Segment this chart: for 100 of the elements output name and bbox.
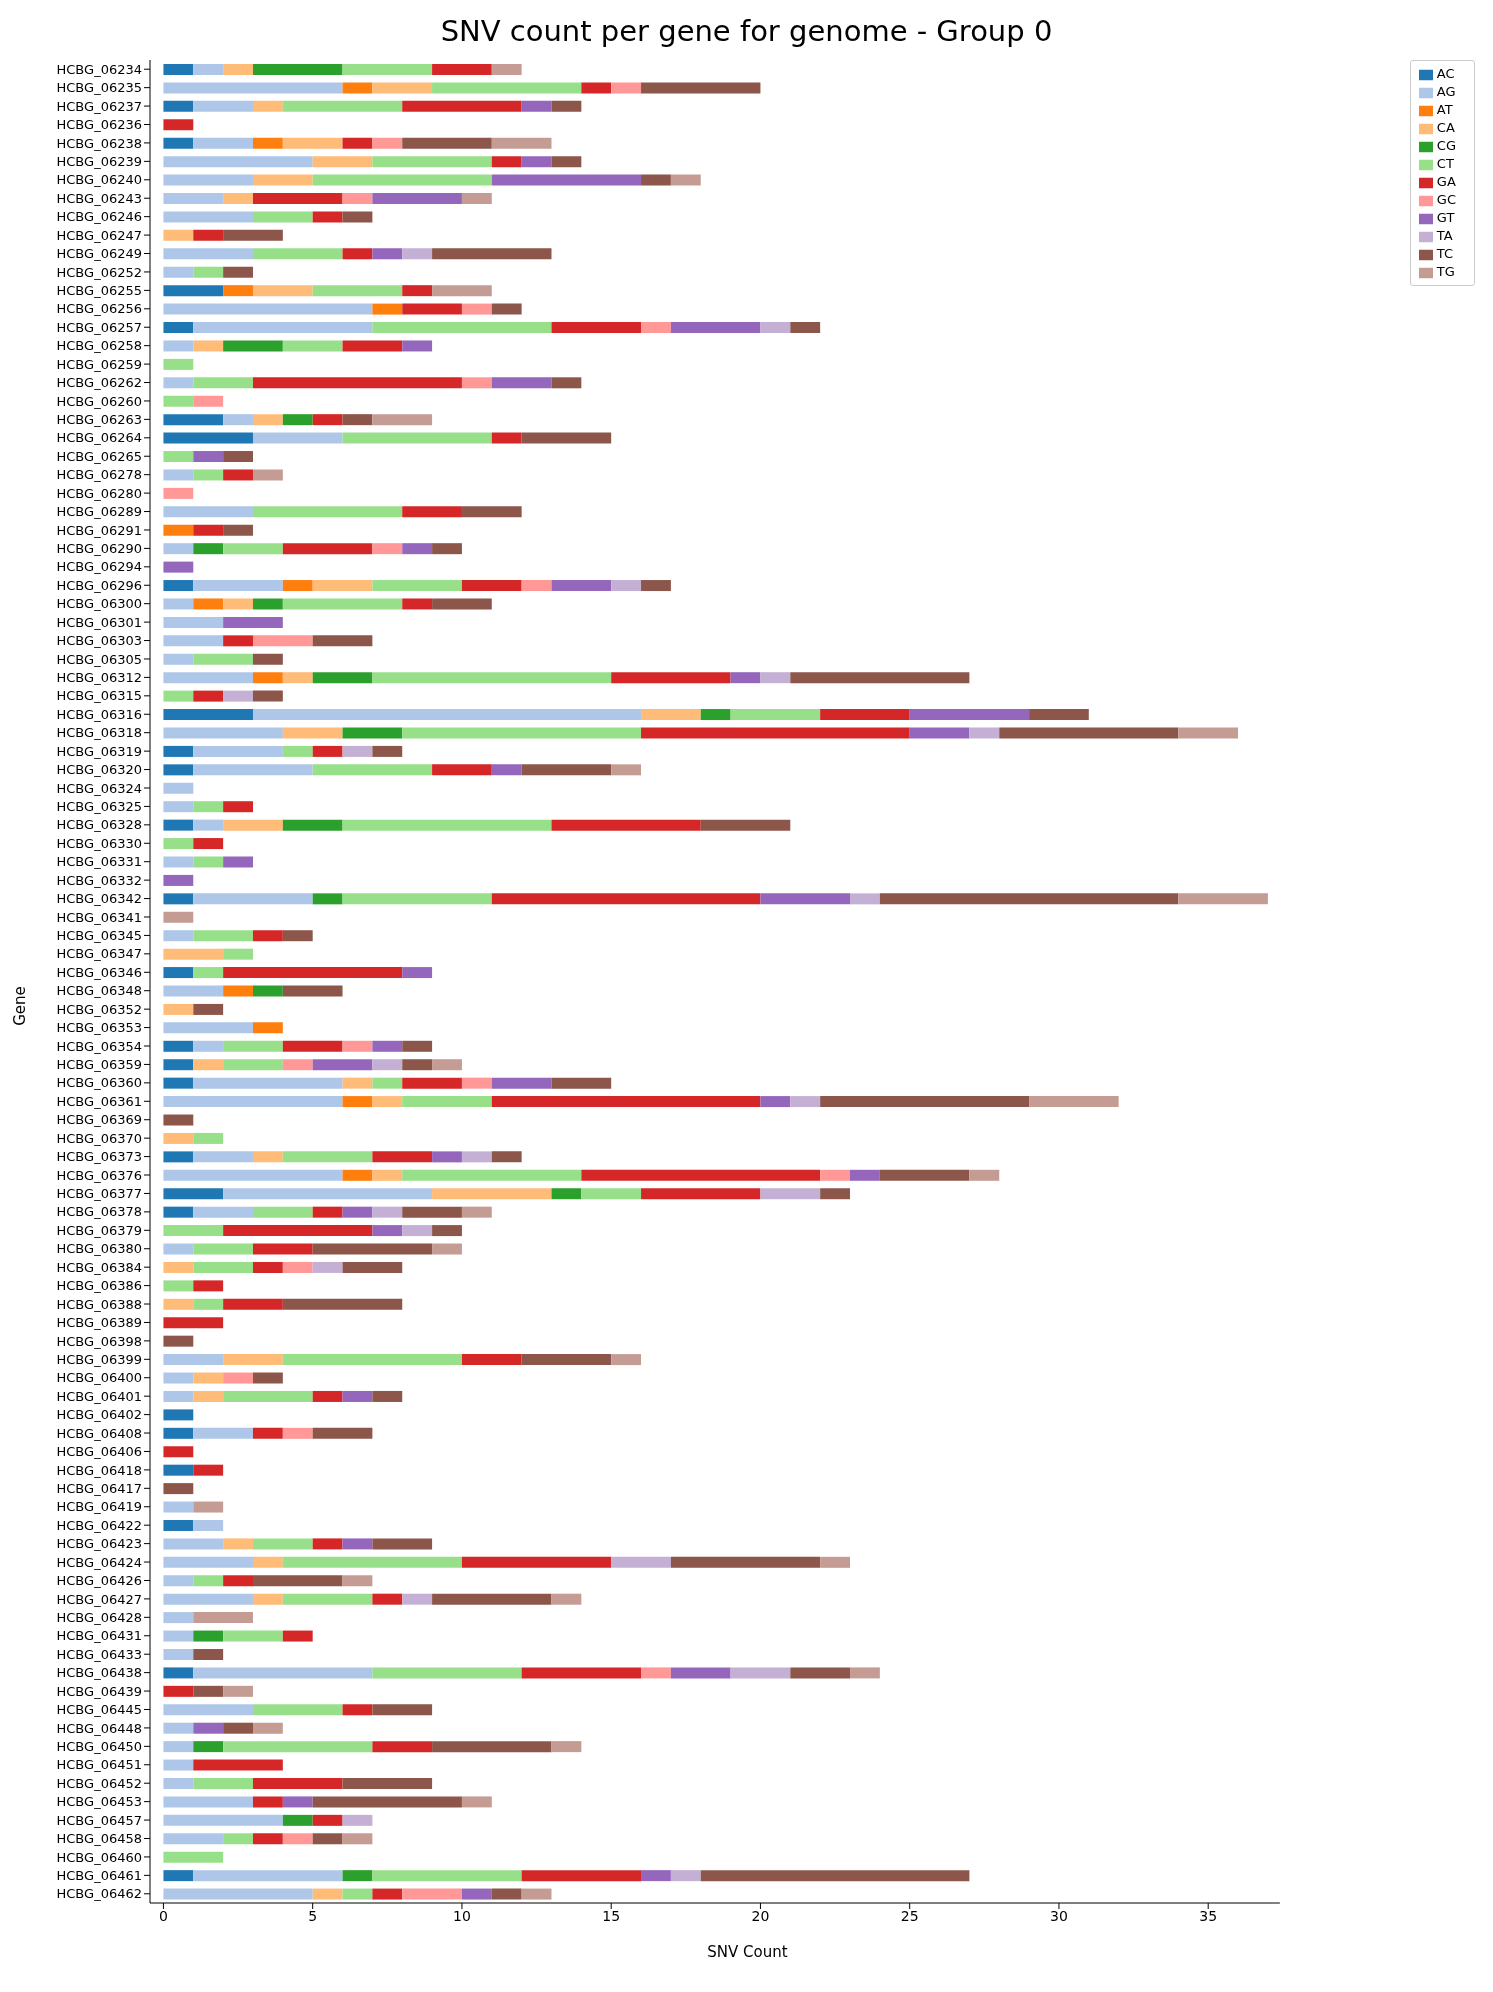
bar	[193, 1759, 283, 1771]
bar	[760, 893, 850, 905]
bar	[163, 1648, 194, 1660]
bar	[402, 1096, 492, 1108]
bar	[521, 1870, 642, 1882]
bar	[670, 1667, 731, 1679]
bar	[193, 1427, 253, 1439]
bar	[193, 838, 224, 850]
bar	[760, 322, 791, 334]
x-tick-label: 0	[158, 1907, 168, 1924]
bar	[163, 1593, 253, 1605]
bar	[611, 1556, 671, 1568]
bar	[252, 414, 283, 426]
bar	[163, 395, 194, 407]
bar	[372, 1077, 403, 1089]
bar	[760, 672, 791, 684]
bar	[312, 1833, 343, 1845]
y-tick-label: HCBG_06259	[56, 356, 142, 372]
bar	[163, 1225, 224, 1237]
bar	[402, 1040, 433, 1052]
bar	[252, 930, 283, 942]
bar	[402, 1593, 433, 1605]
bar	[223, 948, 253, 960]
bar	[193, 1372, 224, 1384]
bar	[282, 1298, 403, 1310]
bar	[223, 1722, 253, 1734]
bar	[223, 1040, 283, 1052]
y-tick-label: HCBG_06280	[56, 485, 142, 501]
bar	[163, 635, 224, 647]
bar	[223, 1059, 283, 1071]
bar	[909, 727, 970, 739]
bar	[372, 672, 612, 684]
bar	[193, 395, 224, 407]
bar	[163, 137, 194, 149]
y-tick-label: HCBG_06239	[56, 153, 142, 169]
bar	[551, 377, 582, 389]
y-tick-label: HCBG_06263	[56, 412, 142, 427]
bar	[163, 1722, 194, 1734]
bar	[312, 1390, 343, 1402]
bar	[491, 1077, 552, 1089]
bar	[372, 1151, 433, 1163]
bar	[252, 1796, 283, 1808]
bar	[193, 1280, 224, 1292]
bar	[163, 1132, 194, 1144]
bar	[372, 193, 462, 205]
y-tick-label: HCBG_06243	[56, 190, 142, 206]
bar	[223, 1630, 283, 1642]
bar	[312, 1206, 343, 1218]
bar	[372, 1059, 403, 1071]
y-tick-label: HCBG_06305	[56, 651, 142, 667]
bar	[402, 543, 433, 555]
bar	[163, 874, 194, 886]
y-tick-label: HCBG_06235	[56, 80, 142, 96]
bar	[402, 1888, 462, 1900]
bar	[163, 1777, 194, 1789]
bar	[521, 764, 612, 776]
bar	[163, 1354, 224, 1366]
y-tick-label: HCBG_06418	[56, 1462, 142, 1478]
bar	[163, 1667, 194, 1679]
bar	[432, 764, 492, 776]
bar	[163, 1630, 194, 1642]
bar	[670, 174, 701, 186]
bar	[163, 1390, 194, 1402]
legend-label: CG	[1436, 138, 1456, 153]
bar	[432, 285, 492, 297]
bar	[402, 1059, 433, 1071]
bar	[491, 174, 642, 186]
bar	[372, 303, 403, 315]
bar	[282, 598, 403, 610]
bar	[223, 1298, 283, 1310]
bar	[163, 1704, 253, 1716]
bar	[252, 1704, 343, 1716]
y-tick-label: HCBG_06249	[56, 246, 142, 262]
bar	[790, 1667, 850, 1679]
y-tick-label: HCBG_06423	[56, 1536, 142, 1552]
bar	[760, 1188, 821, 1200]
bar	[252, 1833, 283, 1845]
bar	[461, 1077, 492, 1089]
legend-label: AT	[1436, 102, 1453, 117]
x-tick-label: 15	[602, 1907, 621, 1924]
bar	[252, 174, 313, 186]
bar	[282, 1151, 373, 1163]
bar	[342, 1777, 433, 1789]
bar	[252, 598, 283, 610]
bar	[790, 672, 970, 684]
bar	[193, 967, 224, 979]
bar	[163, 1114, 194, 1126]
bar	[193, 469, 224, 481]
legend-label: GA	[1436, 174, 1456, 189]
bar	[312, 1888, 343, 1900]
bar	[163, 1206, 194, 1218]
bar	[193, 64, 224, 75]
y-tick-label: HCBG_06346	[56, 964, 142, 980]
bar	[252, 137, 283, 149]
bar	[820, 1096, 1030, 1108]
bar	[461, 303, 492, 315]
bar	[730, 709, 821, 721]
y-tick-label: HCBG_06331	[56, 854, 142, 870]
y-tick-label: HCBG_06369	[56, 1112, 142, 1128]
bar	[461, 377, 492, 389]
